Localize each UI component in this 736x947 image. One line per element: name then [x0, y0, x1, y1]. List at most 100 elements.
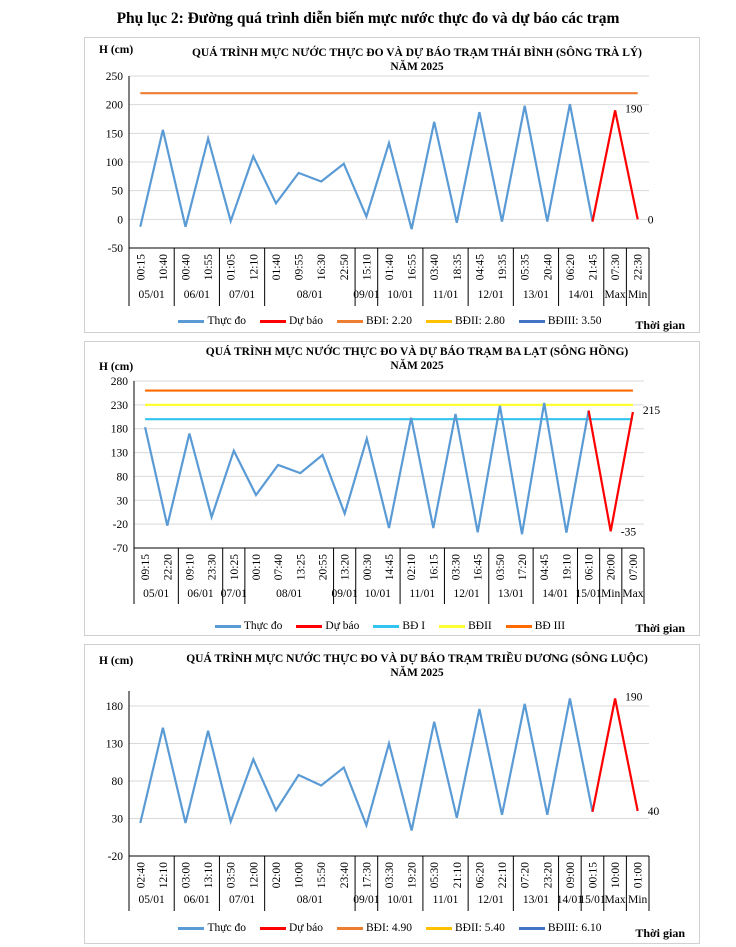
date-group-label: 11/01 [433, 894, 459, 906]
x-tick-label: 01:00 [633, 862, 645, 888]
date-group-label: 09/01 [353, 894, 379, 906]
legend-swatch [373, 624, 400, 628]
date-group-label: 10/01 [387, 894, 413, 906]
chart-subtitle: NĂM 2025 [390, 667, 444, 679]
date-group-label: 13/01 [523, 894, 549, 906]
x-tick-label: 03:40 [429, 254, 441, 280]
data-label: 190 [625, 103, 643, 115]
legend-label: Dự báo [288, 315, 323, 327]
y-axis-label: H (cm) [99, 655, 134, 667]
y-tick-label: -20 [108, 851, 124, 863]
x-tick-label: 15:50 [316, 862, 328, 888]
x-tick-label: 16:15 [428, 554, 440, 580]
date-group-label: 06/01 [184, 289, 210, 301]
x-tick-label: 02:40 [135, 862, 147, 888]
date-group-label: Min [628, 289, 647, 301]
series-line [139, 103, 594, 230]
y-tick-label: 130 [111, 448, 129, 460]
y-tick-label: 30 [117, 495, 129, 507]
x-axis-label: Thời gian [635, 318, 685, 332]
date-group-label: 13/01 [498, 588, 524, 600]
x-tick-label: 13:10 [203, 862, 215, 888]
legend-label: Thực đo [207, 315, 246, 327]
x-tick-label: 04:45 [539, 554, 551, 580]
y-tick-label: -70 [113, 543, 129, 555]
legend-swatch [426, 926, 452, 930]
date-group-label: 08/01 [297, 894, 323, 906]
chart-svg: -50 0 50 100 150 200 250 190 0 00:15 10:40 00:40 10:… [106, 71, 654, 306]
x-tick-label: 05:30 [429, 862, 441, 888]
date-group-label: 07/01 [229, 894, 255, 906]
legend-item: BĐII: 5.40 [426, 922, 505, 934]
date-group-label: 05/01 [143, 588, 169, 600]
legend-item: BĐII: 2.80 [426, 315, 505, 327]
chart-svg: -20 30 80 130 180 190 40 02:40 12:10 03:00 13:10 03… [106, 691, 659, 911]
x-axis-label: Thời gian [635, 621, 685, 635]
chart-ba-lat: -70 -20 30 80 130 180 230 280 -35 215 09:15 22:20 09… [84, 341, 700, 636]
date-group-label: 06/01 [184, 894, 210, 906]
x-tick-label: 00:30 [362, 554, 374, 580]
date-group-label: 14/01 [557, 894, 583, 906]
date-group-label: Min [601, 588, 620, 600]
date-group-label: Max [605, 894, 626, 906]
y-tick-label: 230 [111, 400, 129, 412]
date-group-label: 11/01 [433, 289, 459, 301]
legend-item: BĐ I [373, 620, 425, 632]
series-line [587, 410, 634, 532]
date-group-label: Min [628, 894, 647, 906]
x-tick-label: 02:10 [406, 554, 418, 580]
legend-label: BĐI: 4.90 [366, 922, 412, 934]
y-tick-label: 80 [117, 471, 129, 483]
date-group-label: 15/01 [579, 894, 605, 906]
legend-label: BĐ III [534, 620, 566, 632]
x-tick-label: 03:50 [495, 554, 507, 580]
date-group-label: Max [622, 588, 643, 600]
x-tick-label: 22:10 [497, 862, 509, 888]
x-tick-label: 12:10 [248, 254, 260, 280]
legend-item: BĐI: 2.20 [337, 315, 412, 327]
y-axis-label: H (cm) [99, 44, 134, 56]
date-group-label: 07/01 [229, 289, 255, 301]
x-tick-label: 16:45 [473, 554, 485, 580]
x-tick-label: 23:40 [339, 862, 351, 888]
date-group-label: Max [605, 289, 626, 301]
date-group-label: 09/01 [332, 588, 358, 600]
legend-label: Dự báo [325, 620, 360, 632]
legend: Thực đo Dự báo BĐI: 4.90 BĐII: 5.40 BĐIII: 6… [175, 922, 605, 934]
legend-swatch [178, 926, 205, 930]
legend-label: Thực đo [207, 922, 246, 934]
date-group-label: 12/01 [478, 894, 504, 906]
y-tick-label: 100 [106, 157, 124, 169]
y-tick-label: 80 [112, 776, 124, 788]
x-tick-label: 13:20 [340, 554, 352, 580]
x-tick-label: 23:20 [542, 862, 554, 888]
legend-swatch [337, 926, 363, 930]
x-tick-label: 12:00 [248, 862, 260, 888]
chart-title-line: QUÁ TRÌNH MỰC NƯỚC THỰC ĐO VÀ DỰ BÁO TRẠ… [191, 47, 643, 59]
chart-title: QUÁ TRÌNH MỰC NƯỚC THỰC ĐO VÀ DỰ BÁO TRẠ… [145, 46, 689, 74]
x-tick-label: 15:10 [361, 254, 373, 280]
x-tick-label: 20:55 [317, 554, 329, 580]
date-group-label: 15/01 [575, 588, 601, 600]
x-tick-label: 17:20 [517, 554, 529, 580]
y-tick-label: 0 [117, 214, 123, 226]
x-tick-label: 02:00 [271, 862, 283, 888]
x-tick-label: 07:30 [610, 254, 622, 280]
data-label: 0 [648, 214, 654, 226]
chart-trieu-duong: -20 30 80 130 180 190 40 02:40 12:10 03:00 13:10 03… [84, 644, 700, 944]
x-tick-label: 16:55 [407, 254, 419, 280]
date-group-label: 10/01 [387, 289, 413, 301]
legend-swatch [337, 319, 363, 323]
legend-item: Thực đo [214, 620, 282, 632]
x-tick-label: 00:15 [587, 862, 599, 888]
legend-swatch [178, 319, 205, 323]
chart-svg: -70 -20 30 80 130 180 230 280 -35 215 09:15 22:20 09… [111, 376, 660, 604]
y-tick-label: 250 [106, 71, 124, 83]
x-tick-label: 09:10 [184, 554, 196, 580]
y-tick-label: -50 [108, 243, 124, 255]
date-group-label: 11/01 [409, 588, 435, 600]
legend-swatch [259, 926, 286, 930]
legend-label: BĐII: 5.40 [455, 922, 505, 934]
x-tick-label: 10:00 [294, 862, 306, 888]
x-tick-label: 04:45 [474, 254, 486, 280]
